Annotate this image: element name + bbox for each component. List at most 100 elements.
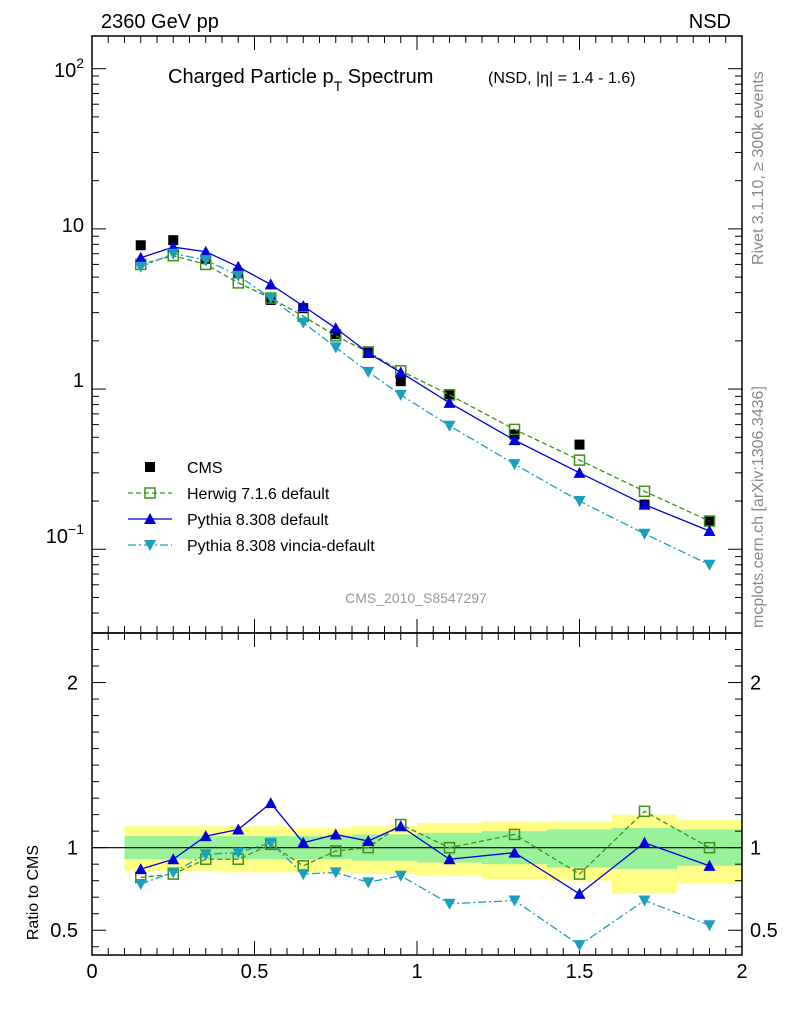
ratio-herwig-point xyxy=(638,805,651,818)
ratio-pythia-point xyxy=(167,853,180,865)
y-tick-label-10: 10 xyxy=(62,215,84,237)
main-vincia-point xyxy=(232,270,245,282)
rivet-info-label: Rivet 3.1.10, ≥ 300k events xyxy=(750,71,767,265)
analysis-watermark: CMS_2010_S8547297 xyxy=(345,590,487,606)
main-cms-point xyxy=(395,376,406,387)
main-pythia-point xyxy=(508,434,521,446)
ratio-pythia-point xyxy=(573,887,586,899)
main-pythia-point xyxy=(638,498,651,510)
main-title: Charged Particle pT Spectrum xyxy=(168,66,433,94)
main-series xyxy=(134,235,716,571)
main-pythia-point xyxy=(573,466,586,478)
ratio-plot-frame xyxy=(91,632,743,956)
legend-pythia-label: Pythia 8.308 default xyxy=(187,512,329,529)
main-vincia-line xyxy=(140,253,710,566)
main-axis-ticks xyxy=(91,36,743,634)
ratio-herwig-point xyxy=(573,868,586,880)
ratio-vincia-point xyxy=(167,867,180,879)
ratio-uncertainty-bands xyxy=(92,814,742,894)
ratio-pythia-point xyxy=(394,820,407,832)
main-cms-point xyxy=(574,439,585,450)
main-title-subscript: T xyxy=(334,78,343,94)
main-vincia-point xyxy=(167,248,180,260)
main-pythia-point xyxy=(329,322,342,334)
x-tick-label: 1.5 xyxy=(566,961,594,983)
ratio-series xyxy=(134,797,716,952)
ratio-vincia-point xyxy=(362,877,375,889)
main-cms-point xyxy=(444,389,455,400)
main-pythia-point xyxy=(199,245,212,257)
x-tick-label: 0 xyxy=(86,961,97,983)
ratio-pythia-point xyxy=(329,828,342,840)
main-vincia-point xyxy=(199,254,212,266)
y-tick-label-100: 102 xyxy=(54,55,84,82)
main-vincia-point xyxy=(362,366,375,378)
ratio-vincia-point xyxy=(134,878,147,890)
ratio-vincia-point xyxy=(264,837,277,849)
ratio-herwig-point xyxy=(508,828,521,841)
x-tick-label: 2 xyxy=(736,961,747,983)
main-herwig-point xyxy=(573,454,586,466)
ratio-vincia-point xyxy=(703,920,716,932)
legend-cms-marker xyxy=(145,462,155,472)
ratio-herwig-point xyxy=(703,841,716,854)
ratio-y-tick-label-right: 2 xyxy=(750,673,761,695)
x-tick-label: 0.5 xyxy=(241,961,269,983)
main-pythia-point xyxy=(232,260,245,272)
ratio-pythia-point xyxy=(134,863,147,875)
main-vincia-point xyxy=(443,420,456,432)
main-vincia-point xyxy=(638,528,651,540)
main-pythia-point xyxy=(443,396,456,408)
main-vincia-point xyxy=(264,293,277,305)
main-pythia-point xyxy=(297,300,310,312)
process-label: NSD xyxy=(689,11,731,33)
main-herwig-point xyxy=(638,485,651,498)
main-pythia-point xyxy=(703,524,716,536)
main-cms-point xyxy=(168,235,179,246)
main-vincia-point xyxy=(394,389,407,401)
ratio-y-axis-label: Ratio to CMS xyxy=(25,845,42,940)
main-y-tick-labels: 10−1 1 10 102 xyxy=(46,55,84,548)
main-vincia-point xyxy=(508,459,521,471)
main-pythia-point xyxy=(394,366,407,378)
ratio-band-inner xyxy=(612,827,677,870)
main-cms-point xyxy=(135,240,146,251)
ratio-tick-labels: 0.5 0.5 1 1 2 2 0 0.5 1 1.5 2 xyxy=(50,673,778,983)
main-vincia-point xyxy=(573,496,586,508)
legend-cms-label: CMS xyxy=(187,460,223,477)
ratio-pythia-point xyxy=(638,836,651,848)
ratio-pythia-point xyxy=(199,830,212,842)
legend-herwig-marker xyxy=(144,487,156,499)
energy-label: 2360 GeV pp xyxy=(101,11,219,33)
ratio-y-tick-label: 0.5 xyxy=(50,920,78,942)
x-tick-label: 1 xyxy=(411,961,422,983)
ratio-vincia-point xyxy=(508,895,521,907)
ratio-pythia-point xyxy=(232,823,245,835)
ratio-y-tick-label-right: 0.5 xyxy=(750,920,778,942)
main-vincia-point xyxy=(329,342,342,354)
main-panel: Charged Particle pT Spectrum (NSD, |η| =… xyxy=(46,35,743,634)
y-tick-label-0.1: 10−1 xyxy=(46,521,84,548)
ratio-axis-ticks xyxy=(91,632,743,955)
main-pythia-point xyxy=(362,346,375,358)
legend-pythia-marker xyxy=(144,513,156,524)
ratio-y-tick-label: 1 xyxy=(67,838,78,860)
ratio-band-inner xyxy=(547,829,612,868)
ratio-pythia-point xyxy=(362,835,375,847)
ratio-y-tick-label: 2 xyxy=(67,673,78,695)
main-pythia-point xyxy=(134,251,147,263)
legend: CMS Herwig 7.1.6 default Pythia 8.308 defa… xyxy=(128,460,375,555)
legend-vincia-marker xyxy=(144,540,156,551)
ratio-herwig-point xyxy=(443,841,456,854)
ratio-vincia-point xyxy=(329,867,342,879)
ratio-pythia-point xyxy=(703,859,716,871)
ratio-vincia-point xyxy=(638,895,651,907)
ratio-vincia-point xyxy=(232,847,245,859)
ratio-pythia-point xyxy=(443,853,456,865)
main-pythia-point xyxy=(264,278,277,290)
ratio-pythia-line xyxy=(140,802,710,895)
ratio-y-tick-label-right: 1 xyxy=(750,838,761,860)
ratio-herwig-point xyxy=(330,845,342,857)
main-vincia-point xyxy=(297,317,310,329)
